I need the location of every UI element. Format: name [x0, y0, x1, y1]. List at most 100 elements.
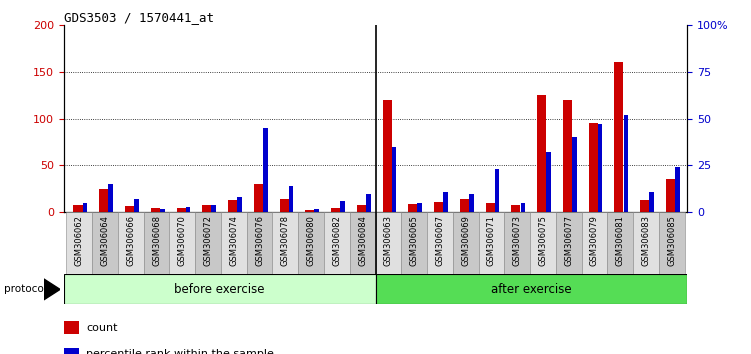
Bar	[306, 210, 315, 212]
Bar	[176, 208, 185, 212]
Text: GSM306082: GSM306082	[333, 216, 342, 266]
Text: GSM306063: GSM306063	[384, 216, 393, 267]
Text: GSM306080: GSM306080	[306, 216, 315, 266]
Bar	[614, 62, 623, 212]
Text: GSM306071: GSM306071	[487, 216, 496, 266]
Bar	[125, 206, 134, 212]
Text: GSM306073: GSM306073	[513, 216, 522, 267]
Bar	[495, 169, 499, 212]
Bar	[273, 212, 298, 274]
Bar	[66, 212, 92, 274]
Bar	[443, 192, 448, 212]
Bar	[376, 274, 687, 304]
Text: protocol: protocol	[4, 284, 47, 295]
Bar	[298, 212, 324, 274]
Bar	[623, 115, 628, 212]
Bar	[83, 203, 87, 212]
Text: GSM306066: GSM306066	[126, 216, 135, 267]
Bar	[504, 212, 530, 274]
Text: GSM306070: GSM306070	[178, 216, 187, 266]
Bar	[247, 212, 273, 274]
Bar	[572, 137, 577, 212]
Bar	[530, 212, 556, 274]
Bar	[151, 208, 160, 212]
Text: GSM306072: GSM306072	[204, 216, 213, 266]
Bar	[556, 212, 581, 274]
Bar	[99, 189, 108, 212]
Bar	[409, 204, 418, 212]
Bar	[598, 124, 602, 212]
Bar	[633, 212, 659, 274]
Text: GSM306068: GSM306068	[152, 216, 161, 267]
Bar	[170, 212, 195, 274]
Bar	[134, 199, 139, 212]
Bar	[185, 207, 190, 212]
Bar	[254, 184, 263, 212]
Bar	[64, 274, 376, 304]
Bar	[589, 123, 598, 212]
Bar	[366, 194, 370, 212]
Bar	[666, 179, 675, 212]
Text: GSM306067: GSM306067	[436, 216, 445, 267]
Text: GSM306084: GSM306084	[358, 216, 367, 266]
Bar	[537, 95, 546, 212]
Bar	[469, 194, 474, 212]
Bar	[263, 128, 267, 212]
Text: GSM306085: GSM306085	[667, 216, 676, 266]
Bar	[546, 152, 551, 212]
Bar	[108, 184, 113, 212]
Bar	[659, 212, 685, 274]
Bar	[401, 212, 427, 274]
Bar	[563, 100, 572, 212]
Text: GSM306077: GSM306077	[564, 216, 573, 267]
Bar	[237, 198, 242, 212]
Text: count: count	[86, 323, 118, 333]
Bar	[228, 200, 237, 212]
Bar	[64, 321, 79, 335]
Bar	[195, 212, 221, 274]
Bar	[160, 209, 164, 212]
Text: before exercise: before exercise	[174, 283, 265, 296]
Bar	[478, 212, 504, 274]
Bar	[460, 199, 469, 212]
Text: GSM306065: GSM306065	[409, 216, 418, 266]
Bar	[212, 205, 216, 212]
Bar	[581, 212, 608, 274]
Bar	[92, 212, 118, 274]
Bar	[279, 199, 288, 212]
Bar	[202, 205, 211, 212]
Bar	[324, 212, 350, 274]
Bar	[357, 205, 366, 212]
Text: GSM306081: GSM306081	[616, 216, 625, 266]
Text: GSM306083: GSM306083	[641, 216, 650, 267]
Bar	[350, 212, 376, 274]
Bar	[511, 205, 520, 212]
Bar	[418, 203, 422, 212]
Bar	[392, 147, 397, 212]
Bar	[64, 348, 79, 354]
Bar	[331, 208, 340, 212]
Text: GSM306076: GSM306076	[255, 216, 264, 267]
Bar	[675, 167, 680, 212]
Text: GSM306079: GSM306079	[590, 216, 599, 266]
Polygon shape	[44, 279, 60, 300]
Bar	[382, 100, 391, 212]
Text: GSM306062: GSM306062	[75, 216, 84, 266]
Bar	[376, 212, 401, 274]
Text: GSM306064: GSM306064	[101, 216, 110, 266]
Bar	[640, 200, 649, 212]
Bar	[608, 212, 633, 274]
Bar	[434, 202, 443, 212]
Text: GSM306075: GSM306075	[538, 216, 547, 266]
Bar	[650, 192, 654, 212]
Text: after exercise: after exercise	[491, 283, 572, 296]
Bar	[288, 186, 294, 212]
Text: GSM306074: GSM306074	[229, 216, 238, 266]
Text: GDS3503 / 1570441_at: GDS3503 / 1570441_at	[64, 11, 214, 24]
Bar	[453, 212, 478, 274]
Bar	[520, 203, 525, 212]
Bar	[143, 212, 170, 274]
Bar	[74, 205, 83, 212]
Bar	[340, 201, 345, 212]
Bar	[486, 203, 495, 212]
